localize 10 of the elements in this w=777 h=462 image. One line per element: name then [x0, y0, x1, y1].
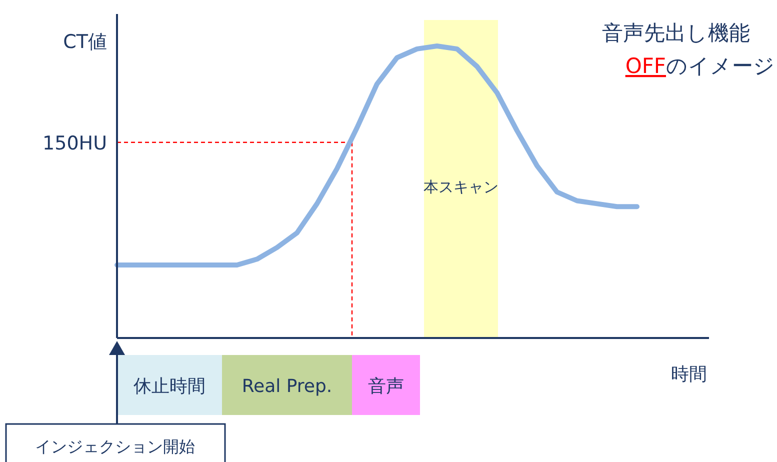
annotation: 本スキャン	[424, 178, 498, 196]
chart-title: 音声先出し機能	[602, 21, 750, 45]
ref-line-label: 150HU	[42, 132, 107, 154]
x-axis-title: 時間	[671, 364, 707, 385]
text: 音声	[368, 376, 404, 397]
text: OFFのイメージ	[625, 54, 775, 78]
text: インジェクション開始	[35, 437, 195, 456]
text: 休止時間	[134, 376, 206, 397]
text: Real Prep.	[242, 376, 332, 397]
y-axis-title: CT値	[63, 31, 107, 53]
